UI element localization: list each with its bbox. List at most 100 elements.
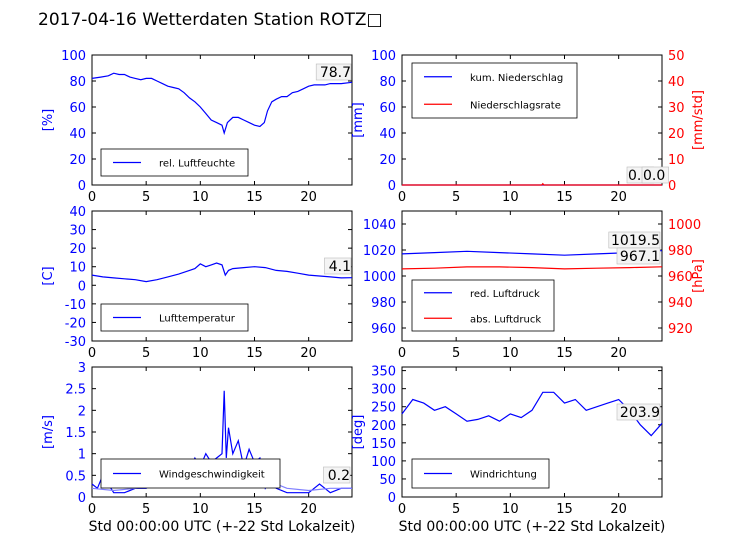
y-tick-label: 80 [69,75,86,90]
value-annotation: 0.2 [328,468,350,484]
x-tick-label: 10 [192,346,209,361]
y-axis-label: [%] [41,109,56,132]
x-tick-label: 5 [142,346,150,361]
x-tick-label: 20 [300,190,317,205]
y-tick-label: 2.5 [65,383,86,398]
y-tick-label: 100 [61,49,86,64]
x-tick-label: 5 [452,502,460,517]
y-tick-label: 350 [371,365,396,380]
y-tick-label: 1020 [363,244,396,259]
y-tick-label: 40 [69,127,86,142]
x-tick-label: 5 [142,502,150,517]
y-tick-label: 60 [379,101,396,116]
y-right-tick-label: 0 [668,179,676,194]
y-right-tick-label: 30 [668,101,685,116]
y-tick-label: 300 [371,383,396,398]
value-annotation: 0.0 [643,168,665,184]
value-annotation: 4.1 [329,259,351,275]
legend-label: kum. Niederschlag [470,73,563,84]
x-tick-label: 10 [502,190,519,205]
y-axis-label: [deg] [351,415,366,450]
x-tick-label: 15 [246,190,263,205]
y-tick-label: 150 [371,437,396,452]
y-axis-label: [C] [41,266,56,285]
y-tick-label: 0.5 [65,469,86,484]
x-tick-label: 5 [142,190,150,205]
y-right-tick-label: 1000 [668,218,701,233]
x-tick-label: 0 [88,346,96,361]
x-axis-label: Std 00:00:00 UTC (+-22 Std Lokalzeit) [89,519,356,535]
series-line-1 [91,262,353,283]
y-tick-label: 40 [69,205,86,220]
y-tick-label: 30 [69,224,86,239]
y-tick-label: 0 [388,491,396,506]
x-tick-label: 15 [246,502,263,517]
x-tick-label: 20 [610,346,627,361]
y-right-tick-label: 920 [668,322,693,337]
value-annotation: 1019.5 [611,233,660,249]
y-tick-label: 0 [78,279,86,294]
x-tick-label: 15 [556,502,573,517]
x-tick-label: 0 [88,190,96,205]
y-right-tick-label: 20 [668,127,685,142]
x-tick-label: 20 [610,502,627,517]
legend-label: red. Luftdruck [470,289,540,300]
series-line-2 [402,182,662,186]
plot-frame [401,366,663,498]
y-tick-label: 2 [78,404,86,419]
x-tick-label: 5 [452,346,460,361]
legend-label: Niederschlagsrate [470,100,561,111]
legend-label: abs. Luftdruck [470,314,541,325]
y-axis-label: [m/s] [41,415,56,449]
y-tick-label: 980 [371,296,396,311]
y-right-tick-label: 980 [668,244,693,259]
y-right-tick-label: 940 [668,296,693,311]
y-tick-label: 100 [371,455,396,470]
y-tick-label: 20 [69,242,86,257]
value-annotation: 78.7 [320,65,351,81]
y-right-tick-label: 960 [668,270,693,285]
y-tick-label: 40 [379,127,396,142]
y-tick-label: 960 [371,322,396,337]
plot-frame [91,54,353,186]
y-tick-label: 200 [371,419,396,434]
value-annotation-box [324,257,352,275]
y-tick-label: 0 [388,179,396,194]
y-tick-label: 20 [69,153,86,168]
y-tick-label: 1.5 [65,426,86,441]
y-right-axis-label: [hPa] [691,259,706,293]
y-tick-label: -20 [65,316,86,331]
x-tick-label: 15 [246,346,263,361]
series-line-1 [91,72,353,136]
legend-label: Lufttemperatur [159,314,236,325]
legend-label: rel. Luftfeuchte [159,159,235,170]
y-tick-label: 0 [78,179,86,194]
value-annotation-box [616,247,661,265]
y-right-axis-label: [mm/std] [691,90,706,150]
y-tick-label: 1 [78,448,86,463]
y-right-tick-label: 40 [668,75,685,90]
value-annotation: 203.9 [620,405,660,421]
x-tick-label: 0 [88,502,96,517]
series-line-2 [401,266,663,270]
x-tick-label: 20 [300,502,317,517]
y-tick-label: 1000 [363,270,396,285]
x-tick-label: 10 [502,502,519,517]
legend-box [411,279,555,332]
x-tick-label: 10 [192,190,209,205]
x-tick-label: 0 [398,346,406,361]
x-tick-label: 5 [452,190,460,205]
legend-label: Windgeschwindigkeit [159,470,265,481]
x-tick-label: 15 [556,190,573,205]
y-tick-label: 1040 [363,218,396,233]
x-axis-label: Std 00:00:00 UTC (+-22 Std Lokalzeit) [399,519,666,535]
y-axis-label: [mm] [351,102,366,137]
x-tick-label: 20 [610,190,627,205]
legend-box [411,62,578,119]
y-tick-label: 20 [379,153,396,168]
value-annotation-box [616,403,661,421]
y-right-tick-label: 50 [668,49,685,64]
y-tick-label: 50 [379,473,396,488]
legend-label: Windrichtung [470,470,537,481]
